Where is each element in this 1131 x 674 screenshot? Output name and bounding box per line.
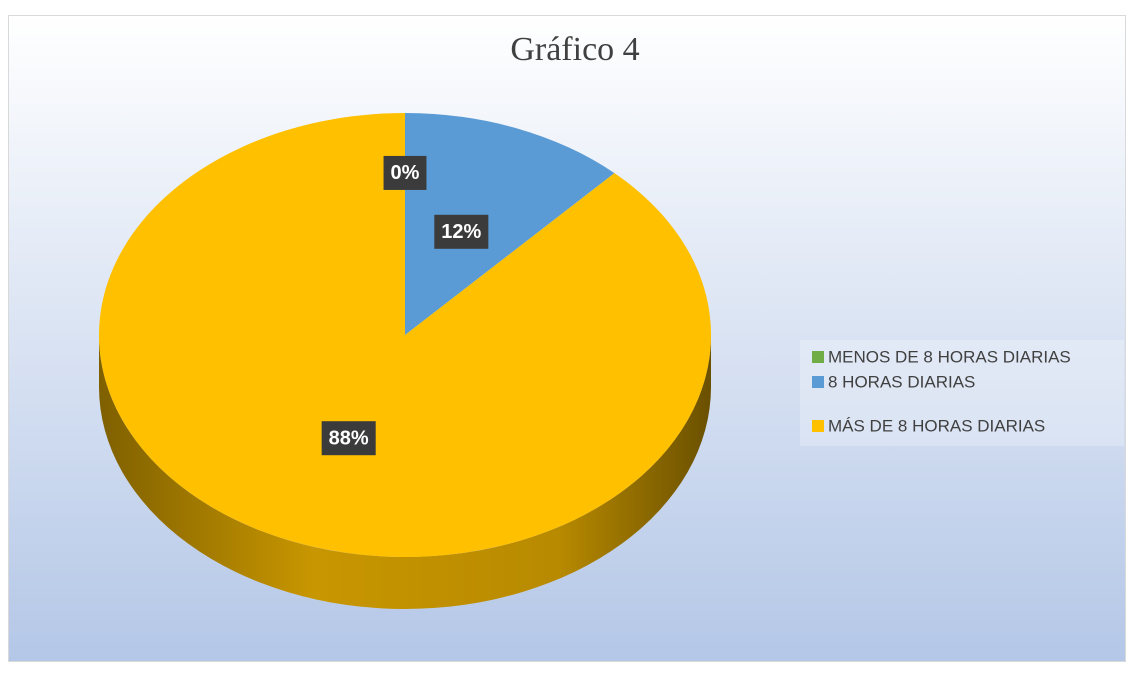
legend-label: MENOS DE 8 HORAS DIARIAS bbox=[828, 347, 1071, 366]
chart-title: Gráfico 4 bbox=[510, 31, 639, 68]
data-label-box bbox=[383, 155, 427, 190]
legend-label: MÁS DE 8 HORAS DIARIAS bbox=[828, 416, 1045, 435]
legend bbox=[800, 340, 1124, 446]
legend-label: 8 HORAS DIARIAS bbox=[828, 372, 975, 391]
legend-swatch bbox=[812, 420, 824, 432]
pie bbox=[99, 113, 712, 609]
data-label: 12% bbox=[441, 221, 481, 243]
data-label: 88% bbox=[329, 427, 369, 449]
legend-items: MENOS DE 8 HORAS DIARIAS 8 HORAS DIARIAS M… bbox=[812, 347, 1071, 435]
data-label-box bbox=[321, 421, 376, 456]
pie-side bbox=[99, 335, 711, 609]
pie-slice bbox=[99, 113, 712, 558]
legend-swatch bbox=[812, 351, 824, 363]
legend-swatch bbox=[812, 376, 824, 388]
data-label-box bbox=[434, 214, 489, 249]
data-labels: 0% 12% 88% bbox=[321, 155, 489, 456]
data-label: 0% bbox=[391, 162, 420, 184]
pie-slice bbox=[405, 113, 615, 335]
